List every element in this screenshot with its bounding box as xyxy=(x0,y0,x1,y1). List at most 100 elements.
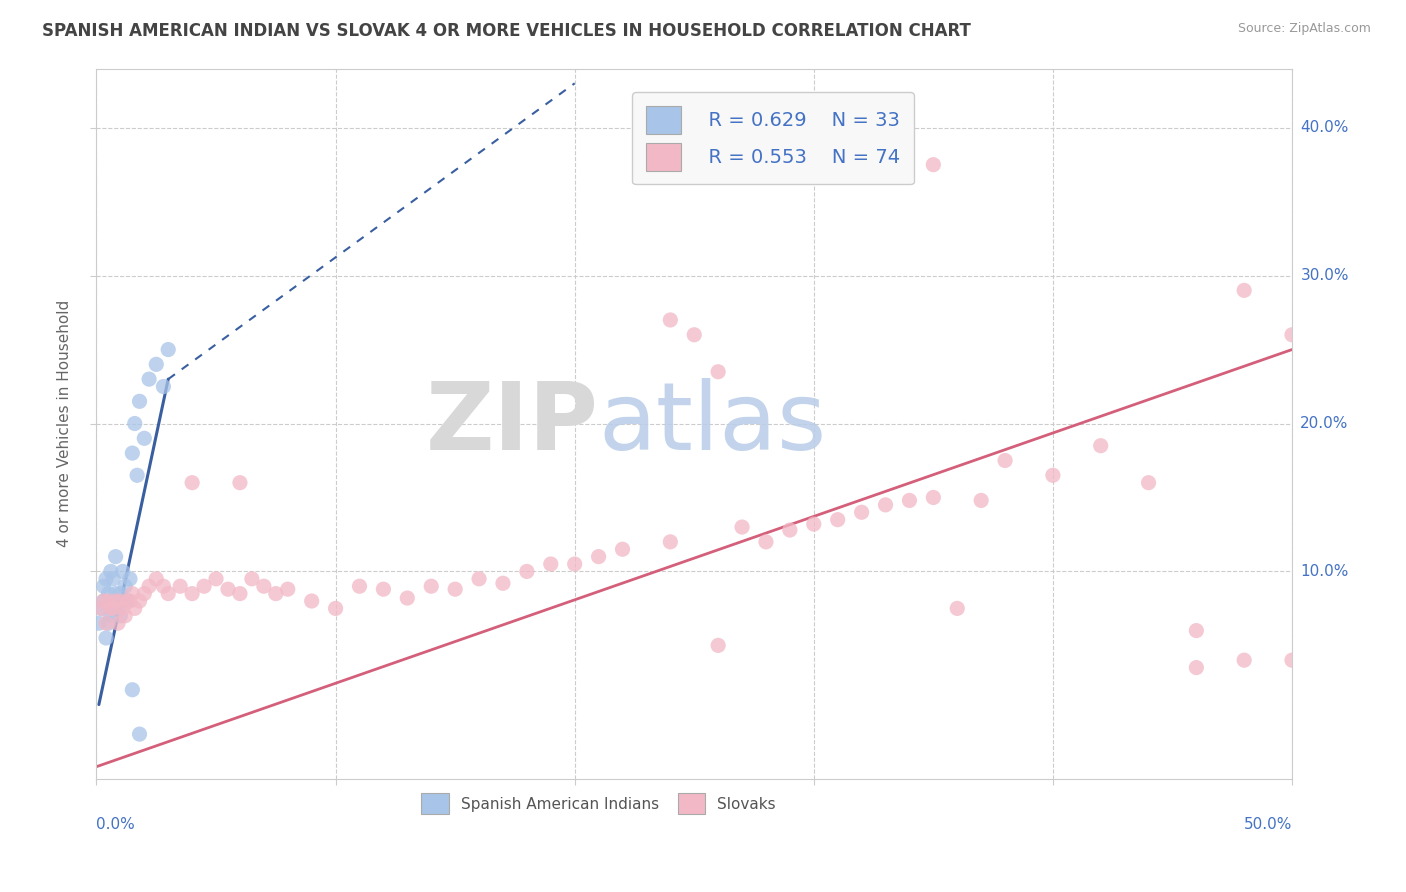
Legend: Spanish American Indians, Slovaks: Spanish American Indians, Slovaks xyxy=(415,787,782,821)
Point xyxy=(229,475,252,490)
Point xyxy=(127,468,149,483)
Point xyxy=(946,601,969,615)
Text: 40.0%: 40.0% xyxy=(1301,120,1348,136)
Point xyxy=(103,572,125,586)
Point xyxy=(349,579,371,593)
Point xyxy=(240,572,263,586)
Point xyxy=(157,343,180,357)
Point xyxy=(396,591,419,605)
Point xyxy=(124,601,146,615)
Point xyxy=(898,493,921,508)
Point xyxy=(94,631,117,645)
Point xyxy=(107,616,129,631)
Point xyxy=(540,557,562,571)
Text: 50.0%: 50.0% xyxy=(1244,817,1292,832)
Point xyxy=(707,639,730,653)
Point xyxy=(420,579,443,593)
Point xyxy=(107,594,129,608)
Point xyxy=(564,557,586,571)
Point xyxy=(373,582,395,597)
Point xyxy=(121,586,143,600)
Point xyxy=(117,594,139,608)
Point xyxy=(152,379,174,393)
Point xyxy=(104,549,127,564)
Point xyxy=(1137,475,1160,490)
Point xyxy=(1042,468,1064,483)
Point xyxy=(103,601,125,615)
Point xyxy=(588,549,610,564)
Point xyxy=(851,505,873,519)
Point xyxy=(612,542,634,557)
Point xyxy=(1233,653,1256,667)
Point xyxy=(731,520,754,534)
Point xyxy=(134,431,156,445)
Point xyxy=(110,586,132,600)
Point xyxy=(103,601,125,615)
Point xyxy=(93,579,115,593)
Point xyxy=(516,565,538,579)
Point xyxy=(659,534,682,549)
Point xyxy=(444,582,467,597)
Point xyxy=(707,365,730,379)
Point xyxy=(145,357,167,371)
Point xyxy=(104,594,127,608)
Point xyxy=(111,601,134,615)
Point xyxy=(138,579,160,593)
Point xyxy=(264,586,287,600)
Point xyxy=(1185,660,1208,674)
Point xyxy=(325,601,347,615)
Text: SPANISH AMERICAN INDIAN VS SLOVAK 4 OR MORE VEHICLES IN HOUSEHOLD CORRELATION CH: SPANISH AMERICAN INDIAN VS SLOVAK 4 OR M… xyxy=(42,22,972,40)
Point xyxy=(97,616,120,631)
Text: 20.0%: 20.0% xyxy=(1301,416,1348,431)
Point xyxy=(683,327,706,342)
Point xyxy=(492,576,515,591)
Point xyxy=(1281,653,1303,667)
Point xyxy=(970,493,993,508)
Point xyxy=(157,586,180,600)
Point xyxy=(100,565,122,579)
Point xyxy=(468,572,491,586)
Point xyxy=(181,586,204,600)
Point xyxy=(114,608,136,623)
Point xyxy=(93,594,115,608)
Point xyxy=(111,565,134,579)
Point xyxy=(205,572,228,586)
Point xyxy=(1185,624,1208,638)
Point xyxy=(121,682,143,697)
Text: atlas: atlas xyxy=(599,377,827,469)
Point xyxy=(90,601,112,615)
Text: 10.0%: 10.0% xyxy=(1301,564,1348,579)
Point xyxy=(217,582,239,597)
Point xyxy=(152,579,174,593)
Point xyxy=(1281,327,1303,342)
Point xyxy=(181,475,204,490)
Point xyxy=(128,394,150,409)
Point xyxy=(193,579,215,593)
Point xyxy=(134,586,156,600)
Point xyxy=(138,372,160,386)
Text: Source: ZipAtlas.com: Source: ZipAtlas.com xyxy=(1237,22,1371,36)
Point xyxy=(124,417,146,431)
Point xyxy=(118,572,141,586)
Point xyxy=(121,446,143,460)
Point xyxy=(100,601,122,615)
Point xyxy=(994,453,1017,467)
Point xyxy=(1233,284,1256,298)
Point xyxy=(922,491,945,505)
Point xyxy=(1090,439,1112,453)
Point xyxy=(229,586,252,600)
Point xyxy=(922,158,945,172)
Point xyxy=(169,579,191,593)
Point xyxy=(128,594,150,608)
Text: 0.0%: 0.0% xyxy=(97,817,135,832)
Point xyxy=(90,601,112,615)
Point xyxy=(93,594,115,608)
Point xyxy=(100,608,122,623)
Point xyxy=(104,586,127,600)
Text: 30.0%: 30.0% xyxy=(1301,268,1348,283)
Point xyxy=(97,594,120,608)
Point xyxy=(118,594,141,608)
Point xyxy=(827,513,849,527)
Y-axis label: 4 or more Vehicles in Household: 4 or more Vehicles in Household xyxy=(58,300,72,547)
Point xyxy=(253,579,276,593)
